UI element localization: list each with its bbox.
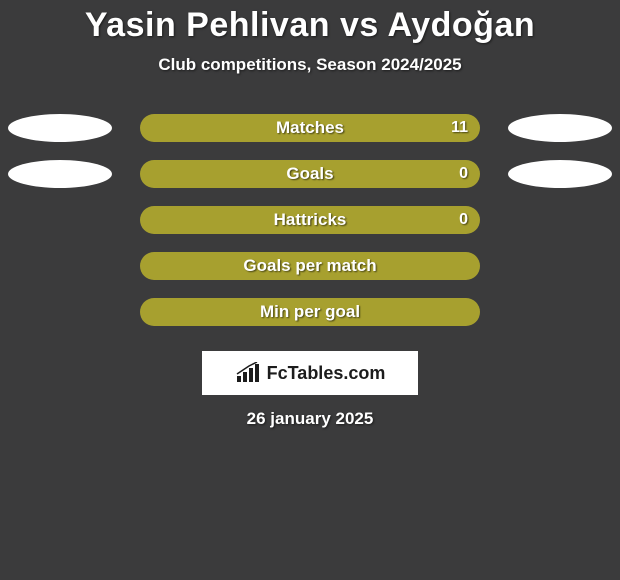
bar-chart-icon — [235, 362, 261, 384]
right-ellipse — [508, 114, 612, 142]
bar-row: Min per goal — [0, 289, 620, 335]
logo-text: FcTables.com — [267, 363, 386, 384]
left-ellipse — [8, 114, 112, 142]
left-ellipse — [8, 160, 112, 188]
bar-row: Goals 0 — [0, 151, 620, 197]
bar-label: Matches — [276, 118, 344, 138]
date-label: 26 january 2025 — [0, 409, 620, 429]
bar-value: 0 — [459, 211, 468, 229]
bar-track: Goals per match — [140, 252, 480, 280]
logo-box: FcTables.com — [202, 351, 418, 395]
bar-row: Goals per match — [0, 243, 620, 289]
bar-row: Hattricks 0 — [0, 197, 620, 243]
bar-label: Min per goal — [260, 302, 360, 322]
right-ellipse — [508, 160, 612, 188]
bar-value: 11 — [451, 119, 468, 137]
bar-label: Goals — [286, 164, 333, 184]
bar-label: Hattricks — [274, 210, 347, 230]
bar-track: Min per goal — [140, 298, 480, 326]
page-title: Yasin Pehlivan vs Aydoğan — [0, 0, 620, 45]
bar-label: Goals per match — [243, 256, 376, 276]
bar-track: Hattricks 0 — [140, 206, 480, 234]
bar-track: Matches 11 — [140, 114, 480, 142]
bar-track: Goals 0 — [140, 160, 480, 188]
bar-row: Matches 11 — [0, 105, 620, 151]
bars-area: Matches 11 Goals 0 Hattricks 0 Goals per… — [0, 105, 620, 335]
page-subtitle: Club competitions, Season 2024/2025 — [0, 55, 620, 75]
bar-value: 0 — [459, 165, 468, 183]
